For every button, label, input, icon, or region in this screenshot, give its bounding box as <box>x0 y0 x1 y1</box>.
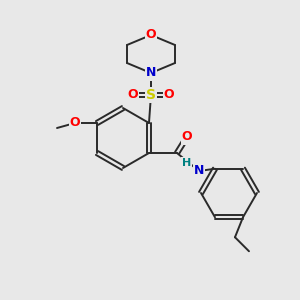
Text: N: N <box>146 67 156 80</box>
Text: S: S <box>146 88 156 102</box>
Text: O: O <box>128 88 138 101</box>
Text: O: O <box>70 116 80 130</box>
Text: O: O <box>146 28 156 41</box>
Text: H: H <box>182 158 192 168</box>
Text: O: O <box>182 130 192 143</box>
Text: N: N <box>194 164 204 178</box>
Text: O: O <box>164 88 174 101</box>
